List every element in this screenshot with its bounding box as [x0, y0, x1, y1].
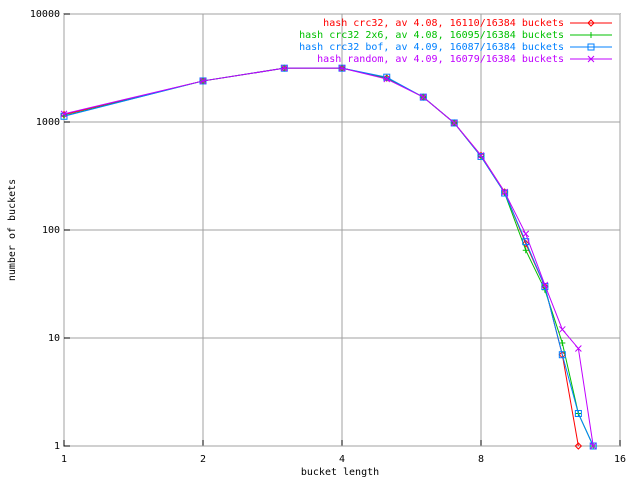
- legend-marker: [587, 55, 595, 63]
- legend-label: hash random, av 4.09, 16079/16384 bucket…: [317, 54, 564, 65]
- x-tick-label: 2: [200, 454, 206, 465]
- point: [559, 339, 566, 346]
- x-tick-label: 1: [61, 454, 67, 465]
- point: [575, 345, 582, 352]
- point: [501, 188, 508, 196]
- point: [522, 230, 530, 238]
- point: [199, 77, 207, 85]
- point: [450, 119, 458, 127]
- x-axis-label: bucket length: [301, 467, 379, 478]
- y-tick-label: 1000: [36, 117, 60, 128]
- legend-label: hash crc32 2x6, av 4.08, 16095/16384 buc…: [299, 30, 564, 41]
- point: [574, 442, 583, 450]
- y-tick-label: 10000: [30, 9, 60, 20]
- legend-label: hash crc32 bof, av 4.09, 16087/16384 buc…: [299, 42, 564, 53]
- y-tick-label: 100: [42, 225, 60, 236]
- point: [419, 93, 427, 101]
- point: [589, 442, 597, 450]
- point: [60, 110, 68, 118]
- point: [419, 93, 427, 101]
- point: [383, 73, 391, 81]
- legend-marker: [588, 32, 594, 38]
- point: [558, 351, 566, 359]
- point: [477, 152, 485, 160]
- point: [338, 64, 346, 72]
- point: [522, 247, 529, 254]
- x-tick-label: 8: [478, 454, 484, 465]
- legend-marker: [587, 43, 595, 51]
- series-line: [63, 67, 594, 447]
- x-tick-label: 16: [614, 454, 626, 465]
- point: [574, 409, 582, 417]
- point: [541, 281, 549, 289]
- legend-label: hash crc32, av 4.08, 16110/16384 buckets: [323, 18, 564, 29]
- y-tick-label: 10: [48, 333, 60, 344]
- y-axis-label: number of buckets: [7, 179, 18, 281]
- series-line: [63, 67, 579, 447]
- point: [541, 282, 549, 290]
- x-tick-label: 4: [339, 454, 345, 465]
- point: [383, 75, 391, 83]
- series-line: [63, 67, 594, 447]
- legend-marker: [587, 19, 595, 27]
- series-line: [63, 67, 594, 447]
- point: [501, 189, 509, 197]
- point: [450, 119, 458, 127]
- point: [280, 64, 288, 72]
- point: [477, 152, 485, 159]
- point: [558, 326, 566, 333]
- y-tick-label: 1: [54, 441, 60, 452]
